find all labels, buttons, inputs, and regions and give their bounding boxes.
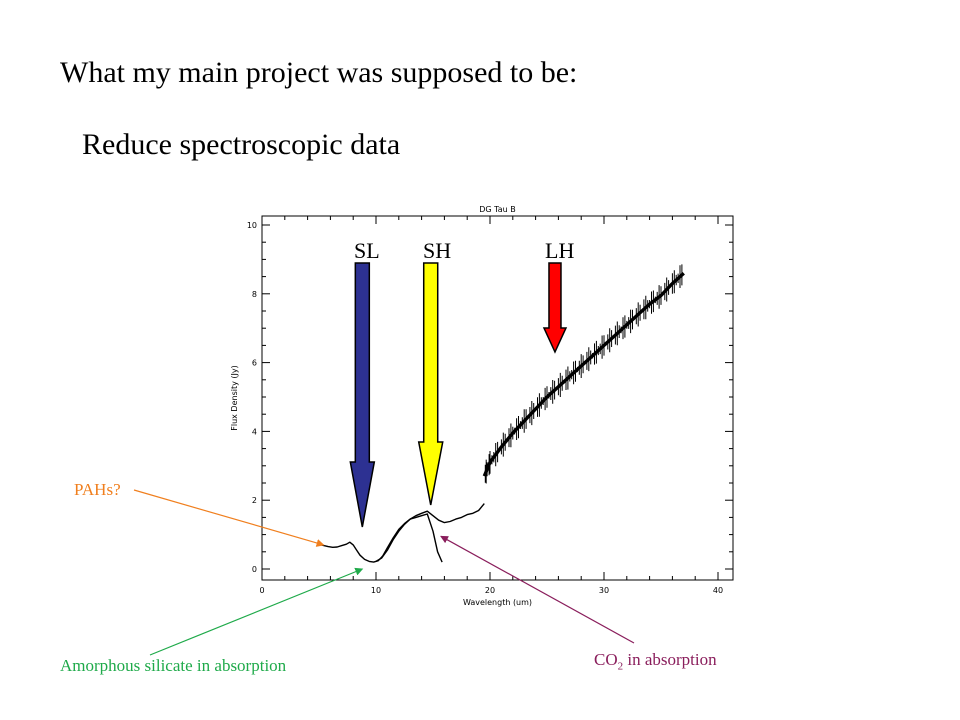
silicate-pointer-arrow: [149, 567, 364, 656]
y-tick-label-0: 0: [252, 565, 257, 574]
chart-title: DG Tau B: [479, 205, 515, 214]
x-tick-label-10: 10: [371, 586, 381, 595]
band-label-sl: SL: [354, 238, 380, 263]
x-tick-label-0: 0: [259, 586, 264, 595]
annotation-co2: CO2 in absorption: [594, 650, 717, 672]
y-axis-label: Flux Density (Jy): [230, 365, 239, 430]
co2-suffix: in absorption: [623, 650, 717, 669]
band-arrow-sl: [349, 262, 376, 528]
x-axis-label: Wavelength (um): [463, 598, 532, 607]
y-tick-label-4: 4: [252, 427, 257, 436]
y-tick-label-8: 8: [252, 290, 257, 299]
y-tick-label-2: 2: [252, 496, 257, 505]
slide-subtitle: Reduce spectroscopic data: [82, 128, 401, 161]
band-arrow-sh: [417, 262, 444, 506]
slide-title: What my main project was supposed to be:: [60, 56, 578, 89]
x-tick-label-40: 40: [713, 586, 723, 595]
x-tick-label-20: 20: [485, 586, 495, 595]
co2-subscript: 2: [617, 660, 624, 673]
annotation-pahs: PAHs?: [74, 480, 121, 499]
x-tick-label-30: 30: [599, 586, 609, 595]
y-tick-label-6: 6: [252, 359, 257, 368]
series-line-sl: [321, 513, 443, 563]
band-label-lh: LH: [545, 238, 575, 263]
y-tick-label-10: 10: [247, 221, 257, 230]
co2-formula: CO: [594, 650, 618, 669]
band-arrow-lh: [542, 262, 568, 354]
plot-frame: [261, 215, 734, 581]
annotation-silicate: Amorphous silicate in absorption: [60, 656, 287, 675]
co2-pointer-arrow: [440, 535, 635, 644]
series-line-sh: [375, 503, 485, 563]
band-label-sh: SH: [423, 238, 452, 263]
pahs-pointer-arrow: [133, 489, 325, 547]
series-noise-lh: [484, 264, 683, 484]
